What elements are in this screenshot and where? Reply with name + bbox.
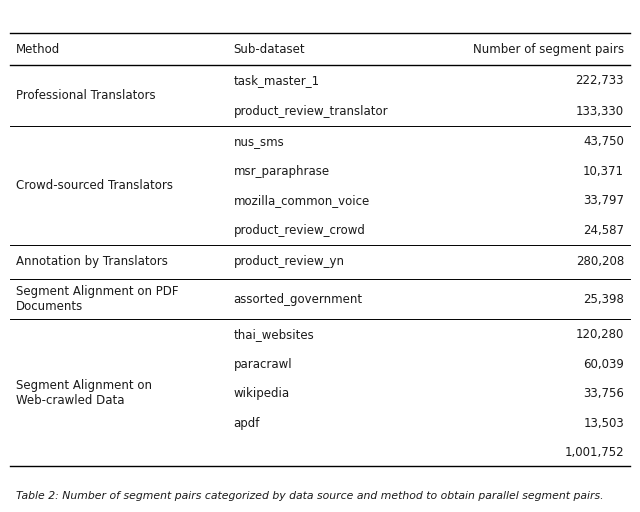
Text: 280,208: 280,208 [576,255,624,268]
Text: 120,280: 120,280 [575,328,624,341]
Text: Number of segment pairs: Number of segment pairs [473,42,624,56]
Text: Professional Translators: Professional Translators [16,89,156,102]
Text: product_review_crowd: product_review_crowd [234,224,365,237]
Text: 33,756: 33,756 [583,387,624,400]
Text: 33,797: 33,797 [583,194,624,207]
Text: Method: Method [16,42,60,56]
Text: Segment Alignment on
Web-crawled Data: Segment Alignment on Web-crawled Data [16,379,152,407]
Text: assorted_government: assorted_government [234,292,363,306]
Text: msr_paraphrase: msr_paraphrase [234,164,330,178]
Text: 1,001,752: 1,001,752 [564,446,624,459]
Text: Sub-dataset: Sub-dataset [234,42,305,56]
Text: nus_sms: nus_sms [234,135,284,148]
Text: 133,330: 133,330 [576,104,624,118]
Text: 222,733: 222,733 [575,74,624,87]
Text: 60,039: 60,039 [583,357,624,371]
Text: apdf: apdf [234,417,260,430]
Text: task_master_1: task_master_1 [234,74,320,87]
Text: thai_websites: thai_websites [234,328,314,341]
Text: wikipedia: wikipedia [234,387,290,400]
Text: Segment Alignment on PDF
Documents: Segment Alignment on PDF Documents [16,285,179,313]
Text: 25,398: 25,398 [583,292,624,306]
Text: paracrawl: paracrawl [234,357,292,371]
Text: Crowd-sourced Translators: Crowd-sourced Translators [16,179,173,193]
Text: Table 2: Number of segment pairs categorized by data source and method to obtain: Table 2: Number of segment pairs categor… [16,490,604,501]
Text: 13,503: 13,503 [583,417,624,430]
Text: product_review_yn: product_review_yn [234,255,344,268]
Text: 24,587: 24,587 [583,224,624,237]
Text: Annotation by Translators: Annotation by Translators [16,255,168,268]
Text: 10,371: 10,371 [583,164,624,178]
Text: 43,750: 43,750 [583,135,624,148]
Text: product_review_translator: product_review_translator [234,104,388,118]
Text: mozilla_common_voice: mozilla_common_voice [234,194,370,207]
